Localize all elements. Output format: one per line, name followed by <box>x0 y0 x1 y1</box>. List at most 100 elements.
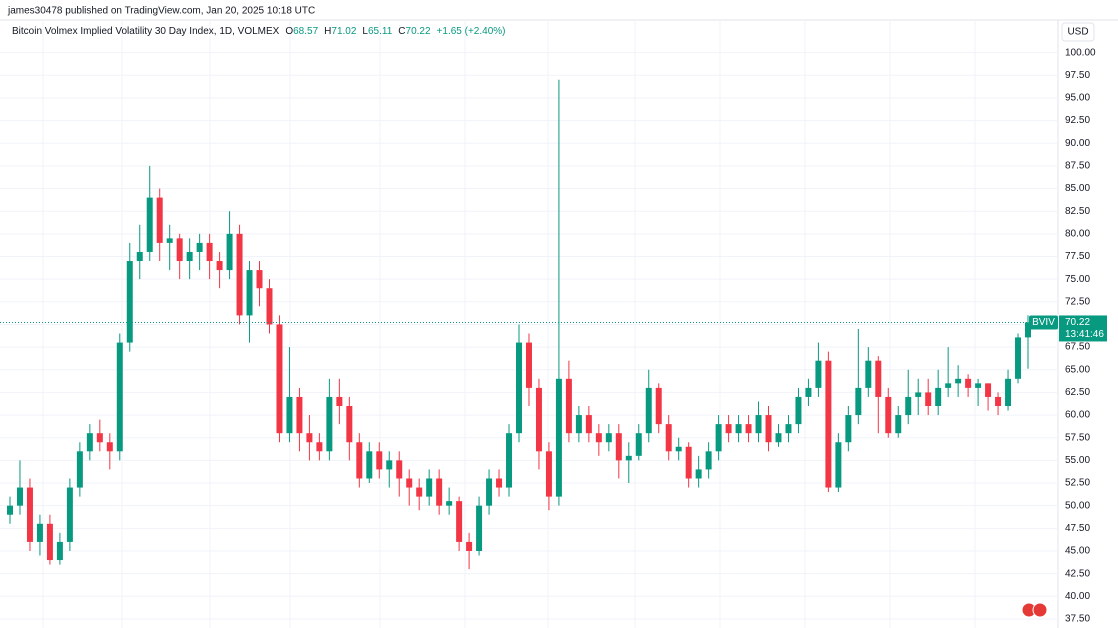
candle-body <box>855 387 862 416</box>
candle-body <box>835 442 842 488</box>
y-tick-label: 37.50 <box>1065 614 1090 625</box>
candle-body <box>256 270 263 289</box>
candle-body <box>176 238 183 262</box>
candle-body <box>226 233 233 271</box>
legend-value: 71.02 <box>331 26 356 37</box>
candle-body <box>595 433 602 443</box>
candle-body <box>236 233 243 316</box>
candle-body <box>915 392 922 397</box>
y-tick-label: 100.00 <box>1065 47 1096 58</box>
candle-body <box>845 415 852 443</box>
price-tag <box>1059 315 1107 342</box>
y-tick-label: 95.00 <box>1065 93 1090 104</box>
candle-body <box>186 251 193 262</box>
candle-body <box>26 487 33 542</box>
candle-body <box>286 396 293 434</box>
candle-body <box>565 378 572 434</box>
candle-body <box>66 487 73 542</box>
candle-body <box>196 242 203 252</box>
candle-body <box>605 433 612 443</box>
y-tick-label: 97.50 <box>1065 70 1090 81</box>
candle-body <box>755 415 762 434</box>
candle-body <box>985 383 992 397</box>
candle-body <box>1025 322 1031 338</box>
candle-body <box>76 451 83 488</box>
candle-body <box>266 288 273 325</box>
candle-body <box>366 451 373 479</box>
candle-body <box>925 392 932 407</box>
candle-body <box>815 360 822 388</box>
candle-body <box>945 383 952 388</box>
currency-box[interactable] <box>1061 22 1095 42</box>
candle-body <box>416 487 423 497</box>
y-tick-label: 65.00 <box>1065 364 1090 375</box>
candle-body <box>555 378 562 497</box>
candle-body <box>386 460 393 470</box>
candle-body <box>1005 378 1012 407</box>
candle-body <box>745 424 752 434</box>
y-tick-label: 62.50 <box>1065 387 1090 398</box>
legend-key: H <box>324 26 331 37</box>
candle-body <box>545 451 552 497</box>
candle-body <box>56 541 63 561</box>
candle-body <box>805 387 812 397</box>
candle-body <box>875 360 882 397</box>
candle-body <box>506 433 513 488</box>
candle-body <box>316 442 323 452</box>
candle-body <box>735 424 742 434</box>
candle-body <box>625 455 632 461</box>
candle-body <box>476 505 483 551</box>
currency[interactable]: USD <box>1067 27 1088 38</box>
grid <box>0 20 1058 628</box>
y-tick-label: 52.50 <box>1065 478 1090 489</box>
candle-body <box>336 396 343 407</box>
y-tick-label: 57.50 <box>1065 432 1090 443</box>
y-tick-label: 92.50 <box>1065 115 1090 126</box>
candle-body <box>46 523 53 561</box>
candle-body <box>106 442 113 452</box>
candle-body <box>7 505 13 515</box>
y-tick-label: 67.50 <box>1065 342 1090 353</box>
candle-body <box>935 387 942 407</box>
candle-body <box>216 261 223 271</box>
candle-body <box>995 396 1002 407</box>
candle-body <box>795 396 802 425</box>
candle-body <box>525 342 532 388</box>
price-label: 70.22 <box>1065 317 1090 328</box>
legend-title: Bitcoin Volmex Implied Volatility 30 Day… <box>12 26 280 37</box>
candle-body <box>166 238 173 243</box>
legend-change: +1.65 (+2.40%) <box>437 26 506 37</box>
candle-body <box>825 360 832 488</box>
candle-body <box>436 478 443 506</box>
legend-key: L <box>362 26 368 37</box>
candle-body <box>665 424 672 452</box>
candle-body <box>905 396 912 416</box>
y-tick-label: 80.00 <box>1065 228 1090 239</box>
candle-body <box>975 383 982 388</box>
candle-body <box>715 424 722 452</box>
candle-body <box>306 433 313 443</box>
candle-body <box>396 460 403 479</box>
legend-value: 65.11 <box>368 26 393 37</box>
candle-body <box>965 378 972 388</box>
candle-body <box>16 487 23 506</box>
y-tick-label: 85.00 <box>1065 183 1090 194</box>
candle-body <box>615 433 622 461</box>
candle-body <box>535 387 542 452</box>
candle-body <box>785 424 792 434</box>
candle-body <box>585 415 592 434</box>
candle-body <box>655 387 662 425</box>
y-tick-label: 45.00 <box>1065 546 1090 557</box>
candle-body <box>895 415 902 434</box>
candle-body <box>96 433 103 443</box>
candle-body <box>86 433 93 452</box>
candle-body <box>296 396 303 434</box>
candle-body <box>246 270 253 316</box>
candle-body <box>356 442 363 479</box>
candle-body <box>146 197 153 252</box>
candle-body <box>426 478 433 497</box>
candle-body <box>456 501 463 542</box>
y-tick-label: 87.50 <box>1065 161 1090 172</box>
legend-value: 70.22 <box>406 26 431 37</box>
